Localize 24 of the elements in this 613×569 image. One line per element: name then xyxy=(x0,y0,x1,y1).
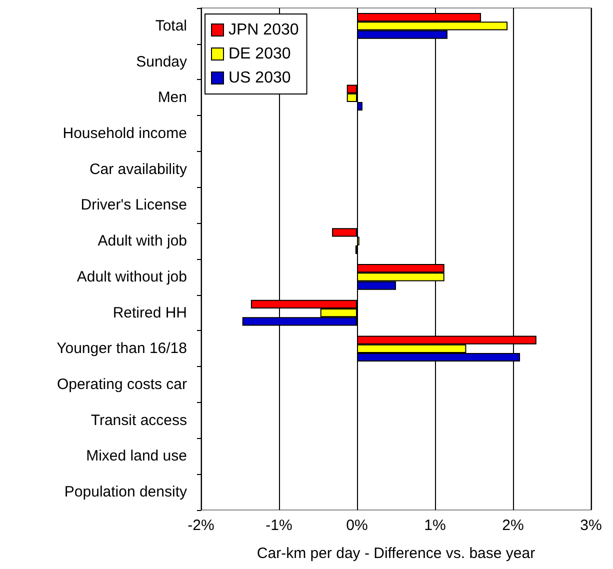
y-tick-label: Adult with job xyxy=(98,232,187,250)
x-tick-label: -1% xyxy=(266,517,292,534)
y-tick-label: Transit access xyxy=(90,412,187,429)
y-tick-label: Adult without job xyxy=(76,268,187,286)
y-tick-label: Retired HH xyxy=(112,304,187,322)
y-tick-label: Mixed land use xyxy=(86,448,187,465)
x-axis-title: Car-km per day - Difference vs. base year xyxy=(256,545,536,562)
x-tick-label: 1% xyxy=(424,517,446,534)
x-tick-label: 0% xyxy=(346,517,368,534)
y-tick-label: Younger than 16/18 xyxy=(56,340,187,358)
x-tick-label: -2% xyxy=(188,517,214,534)
y-tick-label: Population density xyxy=(64,484,188,501)
y-tick-label: Total xyxy=(155,17,187,34)
y-tick-label: Men xyxy=(158,89,187,106)
y-tick-label: Household income xyxy=(62,125,187,142)
y-tick-label: Sunday xyxy=(136,53,188,70)
legend-label: DE 2030 xyxy=(228,46,291,62)
y-tick-label: Operating costs car xyxy=(56,376,187,393)
y-tick-label: Driver's License xyxy=(80,196,187,214)
x-tick-label: 3% xyxy=(580,517,602,534)
legend-label: US 2030 xyxy=(228,70,291,86)
y-tick-label: Car availability xyxy=(89,160,188,178)
legend-label: JPN 2030 xyxy=(228,22,299,38)
x-tick-label: 2% xyxy=(502,517,524,534)
